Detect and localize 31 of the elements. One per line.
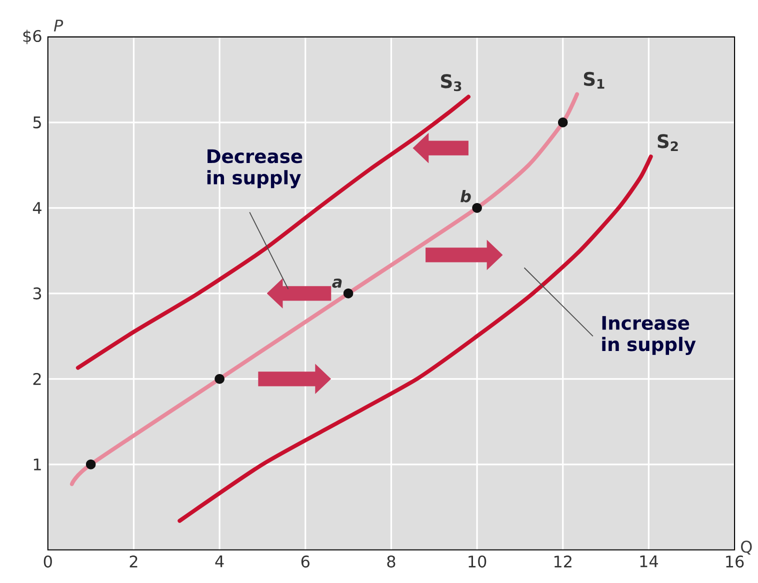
x-tick-label: 4 <box>215 556 224 568</box>
y-tick-label: $6 <box>23 30 42 44</box>
y-tick-label: 4 <box>32 202 42 214</box>
x-tick-label: 16 <box>726 556 744 568</box>
series-label: S$_{1}$ <box>584 72 604 89</box>
annotation: b <box>460 190 471 202</box>
point <box>86 460 96 470</box>
line-series <box>76 94 470 370</box>
line-series <box>70 92 580 486</box>
series-label: S$_{3}$ <box>441 74 462 92</box>
x-tick-label: 8 <box>387 556 396 568</box>
x-tick-label: 12 <box>554 556 572 568</box>
point <box>472 203 482 213</box>
x-tick-label: 6 <box>301 556 310 568</box>
y-tick-label: 1 <box>34 458 41 470</box>
point <box>343 288 354 298</box>
x-tick-label: 14 <box>640 556 658 568</box>
y-tick-label: 5 <box>33 116 41 128</box>
annotation: Decrease in supply <box>207 149 302 188</box>
annotation: Increase in supply <box>602 316 696 356</box>
y-tick-label: 2 <box>33 373 41 385</box>
x-tick-label: 0 <box>44 556 52 568</box>
x-tick-label: 10 <box>468 556 486 568</box>
series-label: S$_{2}$ <box>658 134 678 152</box>
point <box>558 118 568 128</box>
x-axis-title: Q <box>741 540 752 555</box>
annotation: a <box>332 278 342 288</box>
y-axis-title: P <box>54 20 64 32</box>
point <box>214 374 224 384</box>
x-tick-label: 2 <box>130 556 138 568</box>
y-tick-label: 3 <box>33 287 42 300</box>
